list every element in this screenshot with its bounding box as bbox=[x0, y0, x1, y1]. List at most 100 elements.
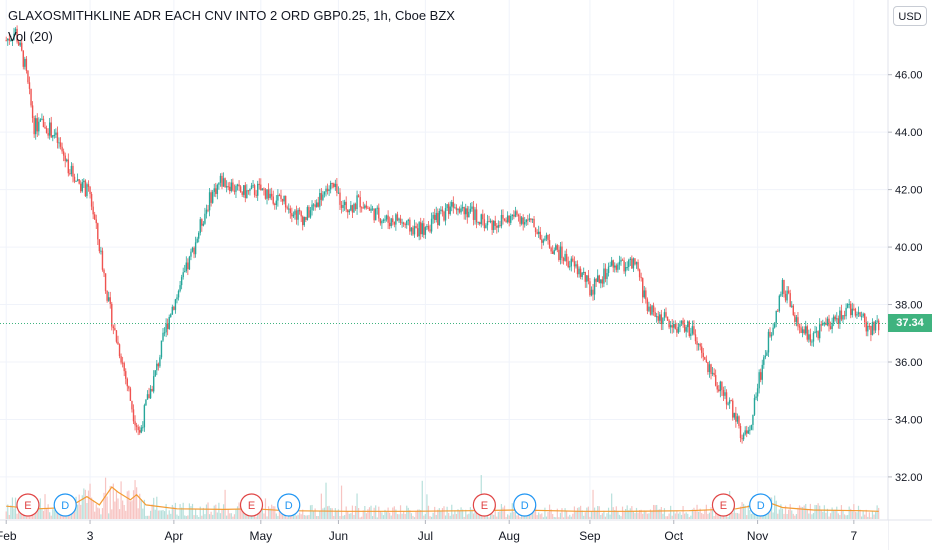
candle-body bbox=[312, 204, 315, 206]
currency-button[interactable]: USD bbox=[893, 6, 927, 26]
volume-bar bbox=[421, 480, 423, 519]
volume-bar bbox=[611, 493, 613, 519]
volume-bar bbox=[73, 506, 76, 519]
candle-body bbox=[808, 334, 810, 340]
volume-bar bbox=[668, 513, 670, 519]
volume-bar bbox=[267, 506, 270, 519]
candle-body bbox=[297, 209, 299, 220]
candle-body bbox=[665, 312, 667, 317]
candle-body bbox=[33, 118, 35, 135]
volume-bar bbox=[444, 515, 447, 519]
candle-body bbox=[239, 186, 242, 193]
candle-body bbox=[10, 40, 12, 42]
candle-body bbox=[595, 278, 597, 282]
volume-bar bbox=[362, 510, 364, 519]
price-axis[interactable] bbox=[888, 0, 932, 550]
candle-body bbox=[121, 362, 124, 364]
candle-body bbox=[201, 219, 203, 226]
candle-body bbox=[818, 324, 821, 339]
candle-body bbox=[699, 343, 701, 347]
candle-body bbox=[305, 216, 307, 220]
volume-bar bbox=[696, 504, 698, 519]
candle-body bbox=[721, 381, 723, 390]
volume-bar bbox=[663, 508, 666, 519]
candle-body bbox=[166, 323, 169, 329]
volume-bar bbox=[708, 512, 711, 519]
candle-body bbox=[143, 405, 146, 428]
candle-body bbox=[278, 194, 281, 196]
candle-body bbox=[421, 223, 423, 235]
candle-body bbox=[850, 303, 852, 316]
candle-body bbox=[449, 206, 451, 215]
volume-bar bbox=[572, 513, 574, 519]
candle-body bbox=[17, 41, 20, 46]
volume-bar bbox=[626, 505, 628, 519]
candle-body bbox=[511, 214, 514, 216]
volume-bar bbox=[749, 510, 751, 519]
volume-bar bbox=[868, 512, 870, 519]
volume-bar bbox=[733, 500, 735, 519]
candle-body bbox=[604, 268, 607, 280]
candle-body bbox=[407, 219, 409, 221]
candle-body bbox=[792, 305, 795, 316]
candle-body bbox=[578, 268, 580, 275]
candle-body bbox=[211, 191, 214, 203]
volume-bar bbox=[208, 514, 211, 519]
dividend-marker bbox=[277, 493, 301, 517]
candle-body bbox=[492, 220, 495, 230]
candle-body bbox=[378, 207, 380, 219]
candle-body bbox=[328, 189, 330, 192]
candle-body bbox=[370, 208, 372, 211]
volume-bar bbox=[95, 504, 97, 519]
candle-body bbox=[708, 364, 711, 373]
candle-body bbox=[361, 207, 363, 209]
candle-body bbox=[104, 273, 107, 291]
candle-body bbox=[365, 205, 368, 208]
volume-bar bbox=[825, 512, 827, 519]
candle-body bbox=[39, 119, 42, 122]
candle-body bbox=[24, 58, 26, 67]
candle-body bbox=[874, 321, 877, 331]
volume-bar bbox=[632, 511, 634, 519]
candle-body bbox=[13, 33, 15, 40]
candle-body bbox=[227, 186, 229, 188]
volume-indicator-label[interactable]: Vol (20) bbox=[8, 29, 53, 44]
candle-body bbox=[531, 218, 534, 220]
volume-bar bbox=[274, 506, 276, 519]
candle-body bbox=[637, 262, 639, 270]
volume-bar bbox=[326, 506, 329, 519]
volume-bar bbox=[862, 510, 864, 519]
time-axis[interactable] bbox=[0, 520, 888, 550]
volume-bar bbox=[679, 512, 681, 519]
volume-bar bbox=[469, 507, 471, 519]
volume-bar bbox=[674, 513, 676, 519]
volume-bar bbox=[205, 504, 208, 519]
volume-bar bbox=[477, 515, 479, 519]
volume-bar bbox=[78, 494, 80, 519]
candle-body bbox=[822, 322, 824, 326]
volume-bar bbox=[49, 512, 51, 519]
candle-body bbox=[193, 247, 195, 255]
candle-body bbox=[761, 364, 763, 380]
volume-bar bbox=[500, 504, 503, 519]
volume-bar bbox=[378, 506, 380, 519]
event-marker-label: E bbox=[24, 500, 31, 512]
volume-bar bbox=[385, 512, 388, 519]
volume-bar bbox=[176, 514, 178, 519]
candle-body bbox=[673, 324, 675, 328]
candle-body bbox=[354, 203, 357, 210]
candle-body bbox=[755, 396, 757, 399]
volume-bar bbox=[373, 507, 375, 519]
candle-body bbox=[343, 201, 346, 206]
volume-bar bbox=[603, 510, 605, 519]
volume-bar bbox=[711, 509, 714, 519]
candle-body bbox=[730, 400, 732, 402]
volume-bar bbox=[458, 511, 461, 519]
candle-body bbox=[629, 258, 631, 260]
volume-bar bbox=[418, 509, 420, 519]
candle-body bbox=[187, 262, 189, 270]
candle-body bbox=[311, 204, 313, 211]
volume-bar bbox=[38, 502, 40, 519]
candle-body bbox=[93, 214, 96, 220]
